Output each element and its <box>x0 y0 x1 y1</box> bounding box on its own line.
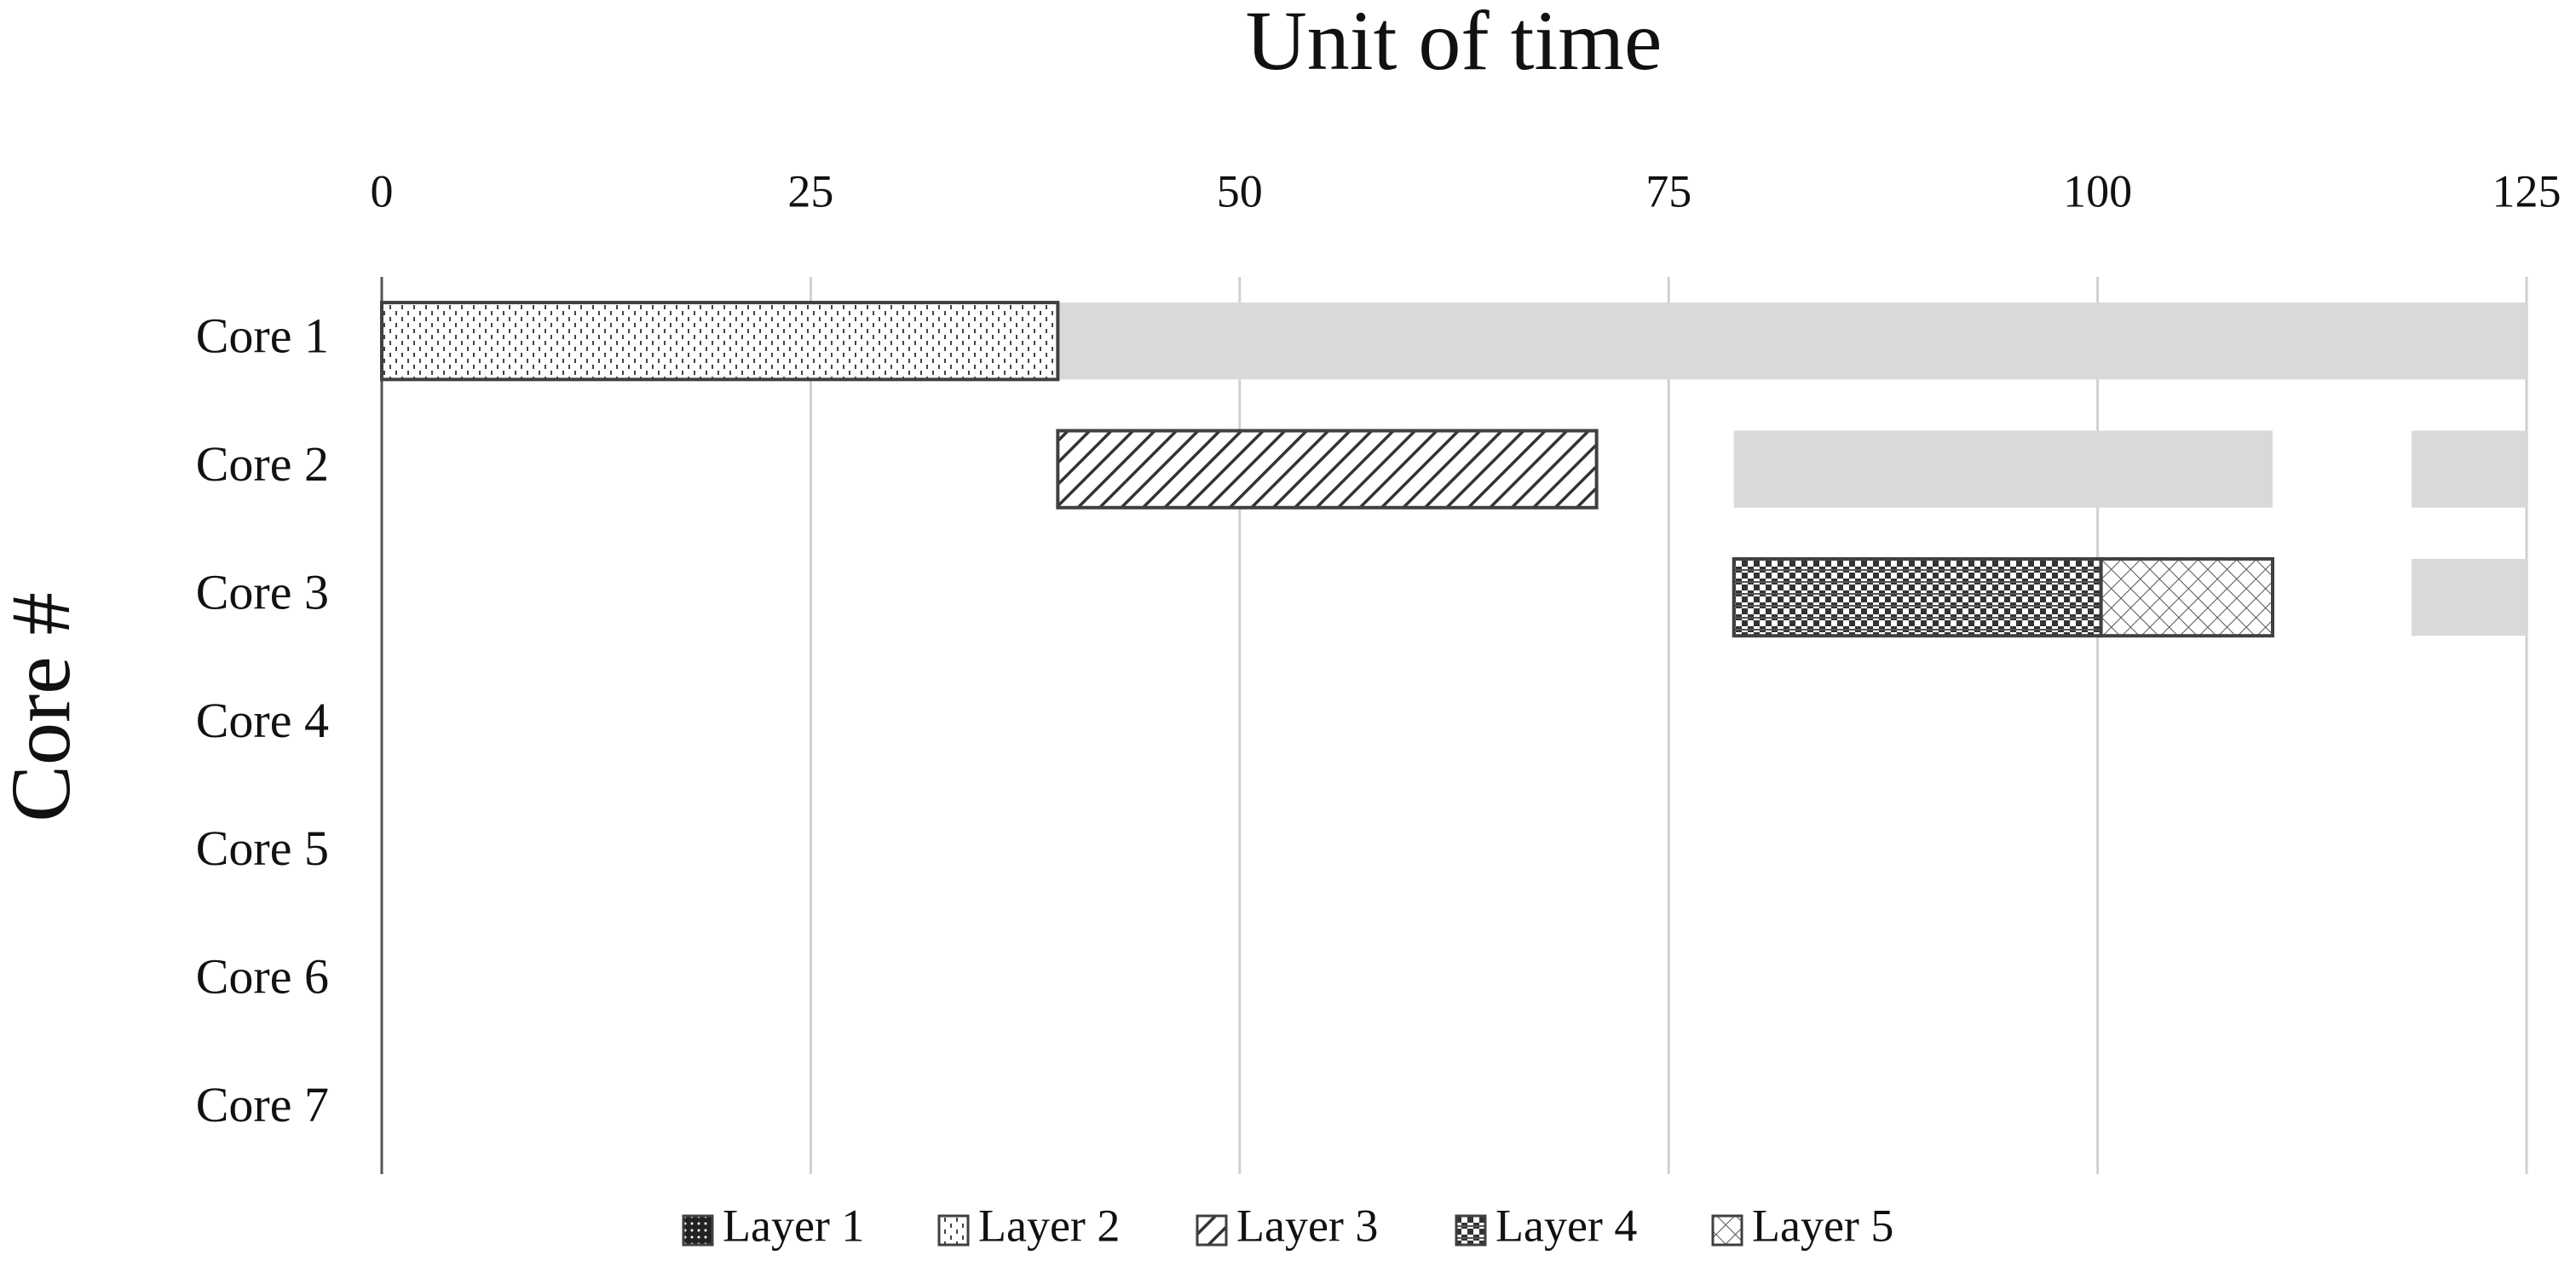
legend-swatch <box>1455 1214 1487 1247</box>
x-tick-label: 75 <box>1645 165 1691 216</box>
x-tick-label: 125 <box>2492 165 2562 216</box>
y-tick-label: Core 4 <box>196 693 329 748</box>
bar <box>1057 302 2527 380</box>
y-tick-label: Core 3 <box>196 564 329 619</box>
x-tick-label: 25 <box>787 165 833 216</box>
bar <box>380 301 1060 382</box>
legend-label: Layer 5 <box>1752 1200 1893 1251</box>
legend-swatch <box>682 1214 714 1247</box>
legend-label: Layer 2 <box>978 1200 1120 1251</box>
y-tick-label: Core 6 <box>196 949 329 1005</box>
bar <box>1732 556 2103 638</box>
bar <box>1733 430 2273 508</box>
legend-label: Layer 4 <box>1495 1200 1637 1251</box>
x-tick-label: 50 <box>1217 165 1263 216</box>
legend-swatch <box>1711 1214 1743 1247</box>
legend-label: Layer 3 <box>1236 1200 1378 1251</box>
bar <box>1056 429 1599 510</box>
bar <box>2412 558 2527 636</box>
y-tick-label: Core 7 <box>196 1077 329 1132</box>
y-tick-label: Core 1 <box>196 308 329 364</box>
legend-swatch <box>1196 1214 1228 1247</box>
x-tick-label: 0 <box>371 165 394 216</box>
legend-label: Layer 1 <box>723 1200 864 1251</box>
bar <box>2412 430 2527 508</box>
x-tick-label: 100 <box>2063 165 2132 216</box>
y-tick-label: Core 2 <box>196 436 329 492</box>
y-axis-title: Core # <box>0 592 88 821</box>
y-tick-label: Core 5 <box>196 821 329 876</box>
legend-swatch <box>937 1214 970 1247</box>
bar <box>2099 556 2274 638</box>
x-axis-title: Unit of time <box>1246 0 1663 88</box>
